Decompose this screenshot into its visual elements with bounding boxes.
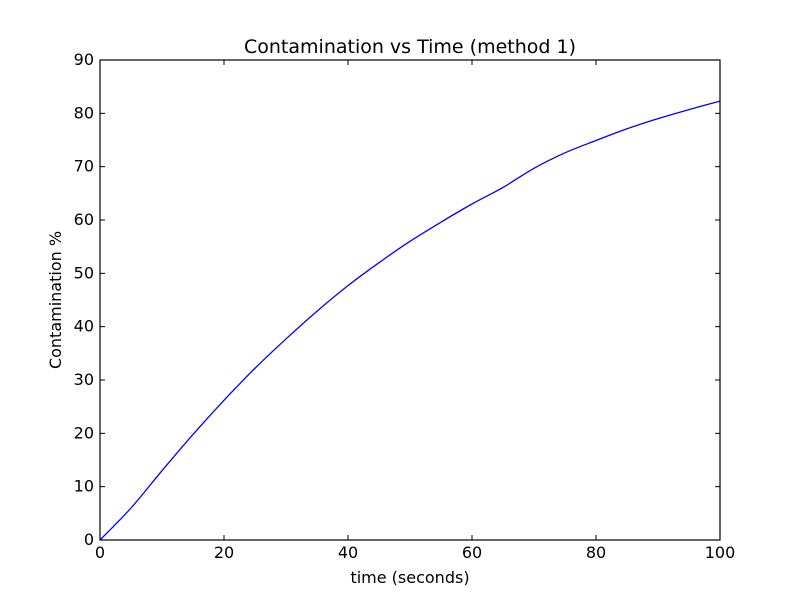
x-tick-label: 0 — [95, 543, 105, 562]
series-layer — [99, 100, 721, 541]
plot-area — [100, 60, 720, 540]
y-tick-label: 0 — [84, 530, 94, 549]
y-tick-label: 80 — [74, 103, 94, 122]
y-tick-label: 60 — [74, 210, 94, 229]
chart-title: Contamination vs Time (method 1) — [244, 36, 576, 58]
y-tick-label: 30 — [74, 370, 94, 389]
y-tick-label: 50 — [74, 263, 94, 282]
x-axis-label: time (seconds) — [350, 568, 469, 587]
tick-labels: 0 20 40 60 80 100 0 10 20 30 40 50 60 70 80 90 — [74, 50, 736, 562]
y-axis-label: Contamination % — [46, 231, 65, 369]
contamination-series-line — [99, 100, 721, 541]
x-tick-label: 40 — [338, 543, 358, 562]
y-tick-label: 20 — [74, 423, 94, 442]
y-tick-label: 10 — [74, 477, 94, 496]
y-tick-label: 70 — [74, 157, 94, 176]
x-tick-label: 60 — [462, 543, 482, 562]
x-tick-label: 100 — [705, 543, 736, 562]
plot-frame — [99, 59, 721, 541]
y-tick-label: 90 — [74, 50, 94, 69]
x-tick-label: 20 — [214, 543, 234, 562]
x-tick-label: 80 — [586, 543, 606, 562]
y-tick-label: 40 — [74, 317, 94, 336]
